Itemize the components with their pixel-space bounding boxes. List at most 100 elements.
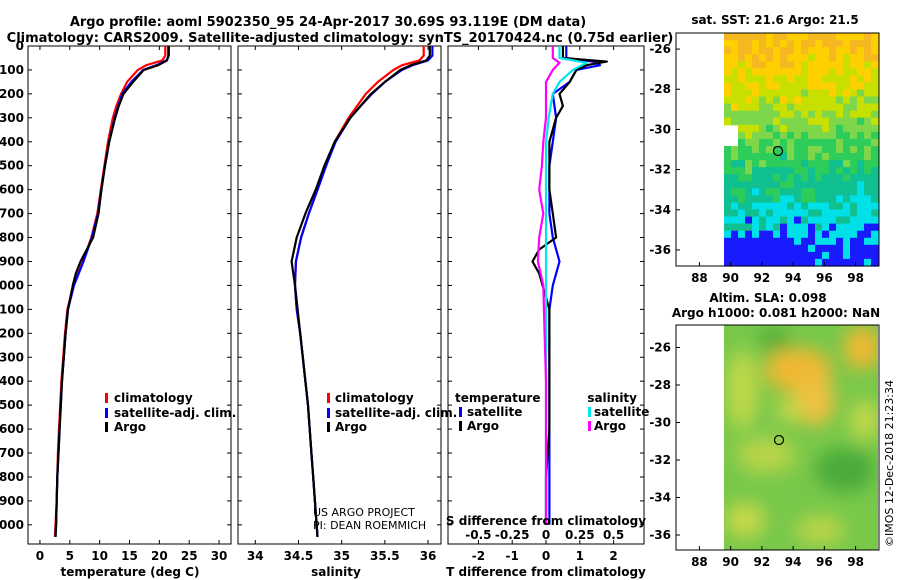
- map-y-tick-label: -28: [649, 82, 671, 96]
- sst-cell: [759, 54, 767, 62]
- x-top-tick-label: 0: [542, 528, 550, 542]
- sst-cell: [829, 237, 837, 246]
- sst-cell: [822, 124, 830, 133]
- sst-cell: [724, 258, 732, 267]
- sst-cell: [850, 96, 858, 105]
- sst-cell: [794, 258, 802, 267]
- map-x-tick-label: 96: [816, 271, 833, 285]
- sst-cell: [829, 54, 837, 62]
- map-x-tick-label: 94: [785, 271, 802, 285]
- sst-cell: [829, 216, 837, 225]
- sst-cell: [773, 61, 781, 69]
- sst-cell: [815, 216, 823, 225]
- sst-cell: [780, 174, 788, 182]
- sst-cell: [759, 258, 767, 267]
- sst-cell: [787, 75, 795, 84]
- sst-cell: [766, 61, 774, 69]
- depth-tick-label: 800: [0, 231, 24, 245]
- depth-tick-label: 1600: [0, 422, 24, 436]
- sst-cell: [773, 223, 781, 232]
- sst-cell: [745, 124, 753, 133]
- legend-swatch-temp-argo: [459, 421, 462, 431]
- sst-cell: [731, 61, 739, 69]
- sst-cell: [836, 117, 844, 126]
- legend-label-satellite: satellite-adj. clim.: [114, 406, 236, 420]
- sst-cell: [808, 117, 816, 126]
- sst-cell: [745, 33, 753, 41]
- sst-cell: [815, 209, 823, 218]
- sst-cell: [752, 68, 760, 76]
- sst-cell: [808, 181, 816, 189]
- sst-cell: [724, 230, 732, 239]
- sst-cell: [843, 237, 851, 246]
- sst-cell: [731, 82, 739, 91]
- sst-cell: [759, 181, 767, 189]
- sst-cell: [815, 124, 823, 133]
- legend-label-argo: Argo: [335, 420, 367, 434]
- sst-cell: [857, 209, 865, 218]
- sst-cell: [759, 153, 767, 161]
- x-top-tick-label: 0.5: [603, 528, 624, 542]
- sst-cell: [794, 110, 802, 119]
- sst-cell: [745, 237, 753, 246]
- sst-cell: [801, 117, 809, 126]
- sst-cell: [822, 68, 830, 76]
- sst-cell: [801, 153, 809, 161]
- sst-cell: [808, 258, 816, 267]
- sst-cell: [843, 103, 851, 112]
- sst-cell: [808, 153, 816, 161]
- pi-annotation: PI: DEAN ROEMMICH: [313, 519, 426, 532]
- sst-cell: [801, 174, 809, 182]
- sst-cell: [822, 117, 830, 126]
- depth-tick-label: 1700: [0, 446, 24, 460]
- sst-cell: [836, 138, 844, 147]
- sst-cell: [780, 153, 788, 161]
- sst-cell: [843, 251, 851, 260]
- sst-cell: [752, 153, 760, 161]
- sst-cell: [829, 174, 837, 182]
- sst-map-frame: [675, 32, 880, 267]
- sst-cell: [787, 33, 795, 41]
- sst-cell: [836, 202, 844, 211]
- sst-cell: [766, 216, 774, 225]
- sst-cell: [871, 167, 879, 175]
- sst-cell: [843, 68, 851, 76]
- sst-cell: [857, 230, 865, 239]
- sst-cell: [801, 195, 809, 204]
- sst-cell: [766, 195, 774, 204]
- sst-cell: [871, 195, 879, 204]
- sst-cell: [829, 96, 837, 105]
- sst-cell: [773, 209, 781, 218]
- sst-cell: [745, 216, 753, 225]
- sst-cell: [801, 237, 809, 246]
- sst-cell: [745, 61, 753, 69]
- sst-cell: [794, 237, 802, 246]
- sst-cell: [787, 146, 795, 154]
- series-line-salinity-argo: [536, 46, 561, 525]
- sst-cell: [836, 153, 844, 161]
- sst-cell: [738, 251, 746, 260]
- sst-cell: [850, 153, 858, 161]
- sst-cell: [850, 75, 858, 84]
- sst-cell: [766, 82, 774, 91]
- sst-cell: [829, 117, 837, 126]
- sst-cell: [752, 47, 760, 55]
- sst-cell: [780, 237, 788, 246]
- sst-cell: [822, 209, 830, 218]
- sst-cell: [829, 61, 837, 69]
- sst-cell: [731, 89, 739, 98]
- difference-xlabel: T difference from climatology: [446, 565, 646, 579]
- sst-cell: [780, 146, 788, 154]
- sst-cell: [864, 216, 872, 225]
- sst-cell: [801, 68, 809, 76]
- sst-cell: [843, 146, 851, 154]
- sst-cell: [808, 195, 816, 204]
- sst-cell: [738, 96, 746, 105]
- sst-cell: [822, 251, 830, 260]
- map-x-tick-label: 92: [754, 271, 771, 285]
- sst-cell: [801, 188, 809, 196]
- sst-cell: [780, 195, 788, 204]
- sst-cell: [801, 61, 809, 69]
- sst-cell: [864, 223, 872, 232]
- sst-cell: [752, 202, 760, 211]
